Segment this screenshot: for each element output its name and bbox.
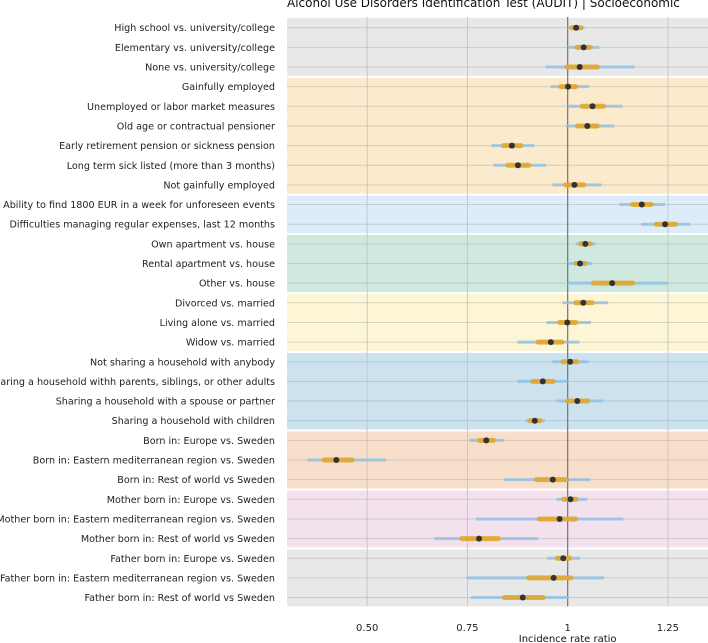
row-label: Father born in: Europe vs. Sweden <box>110 554 275 565</box>
estimate-point <box>476 535 483 542</box>
estimate-point <box>638 201 645 208</box>
estimate-point <box>556 515 563 522</box>
estimate-point <box>333 457 340 463</box>
row-label: Difficulties managing regular expenses, … <box>10 220 275 231</box>
group-band-0 <box>287 17 708 76</box>
estimate-point <box>580 44 587 51</box>
row-label: Rental apartment vs. house <box>142 259 275 270</box>
estimate-point <box>589 103 596 110</box>
estimate-point <box>483 437 490 444</box>
group-band-2 <box>287 195 708 234</box>
row-label: Sharing a household with children <box>112 416 275 427</box>
row-label: Sharing a household with a spouse or par… <box>56 397 275 408</box>
row-label: Widow vs. married <box>186 338 275 349</box>
row-label: Born in: Europe vs. Sweden <box>143 436 275 447</box>
row-label: Unemployed or labor market measures <box>87 102 275 113</box>
estimate-point <box>560 555 567 562</box>
estimate-point <box>514 162 521 169</box>
estimate-point <box>574 398 581 405</box>
row-label: Not sharing a household with anybody <box>90 357 275 368</box>
row-label: Elementary vs. university/college <box>115 43 275 54</box>
x-tick-label: 0.75 <box>456 623 478 634</box>
row-label: Other vs. house <box>199 279 275 290</box>
row-label: Mother born in: Eastern mediterranean re… <box>0 514 275 525</box>
row-label: Living alone vs. married <box>160 318 275 329</box>
row-label: Own apartment vs. house <box>151 239 275 250</box>
row-label: Father born in: Rest of world vs Sweden <box>85 593 276 604</box>
estimate-point <box>573 24 580 31</box>
group-band-5 <box>287 352 708 430</box>
x-tick-label: 1.25 <box>657 623 679 634</box>
estimate-point <box>531 417 538 424</box>
row-label: Divorced vs. married <box>175 298 275 309</box>
row-label: Father born in: Eastern mediterranean re… <box>0 573 275 584</box>
row-label: Ability to find 1800 EUR in a week for u… <box>3 200 275 211</box>
row-label: Mother born in: Europe vs. Sweden <box>107 495 275 506</box>
estimate-point <box>609 280 616 287</box>
row-label: None vs. university/college <box>145 63 275 74</box>
estimate-point <box>580 299 587 306</box>
estimate-point <box>576 64 583 70</box>
x-tick-label: 0.50 <box>356 623 378 634</box>
estimate-point <box>547 339 554 346</box>
row-label: Long term sick listed (more than 3 month… <box>67 161 275 172</box>
chart-title: Alcohol Use Disorders Identification Tes… <box>287 0 680 10</box>
estimate-point <box>549 476 556 483</box>
estimate-point <box>582 240 589 247</box>
estimate-point <box>565 83 572 90</box>
estimate-point <box>550 574 557 581</box>
estimate-point <box>571 181 578 188</box>
estimate-point <box>564 319 571 326</box>
row-label: Not gainfully employed <box>163 180 275 191</box>
row-label: Born in: Eastern mediterranean region vs… <box>33 456 275 467</box>
row-label: Gainfully employed <box>182 82 275 93</box>
x-axis-label: Incidence rate ratio <box>519 634 617 643</box>
estimate-point <box>508 142 515 149</box>
estimate-point <box>662 221 669 228</box>
estimate-point <box>584 122 591 129</box>
estimate-point <box>567 496 574 503</box>
estimate-point <box>519 594 526 601</box>
group-band-4 <box>287 293 708 351</box>
estimate-point <box>577 260 584 267</box>
row-label: Mother born in: Rest of world vs Sweden <box>81 534 275 545</box>
group-band-1 <box>287 77 708 194</box>
row-label: High school vs. university/college <box>114 23 275 34</box>
row-label: Old age or contractual pensioner <box>117 121 275 132</box>
x-tick-label: 1 <box>564 623 570 634</box>
row-label: Born in: Rest of world vs Sweden <box>117 475 275 486</box>
row-label: Early retirement pension or sickness pen… <box>59 141 275 152</box>
estimate-point <box>539 378 546 385</box>
row-label: Sharing a household withh parents, sibli… <box>0 377 275 388</box>
estimate-point <box>567 358 574 365</box>
